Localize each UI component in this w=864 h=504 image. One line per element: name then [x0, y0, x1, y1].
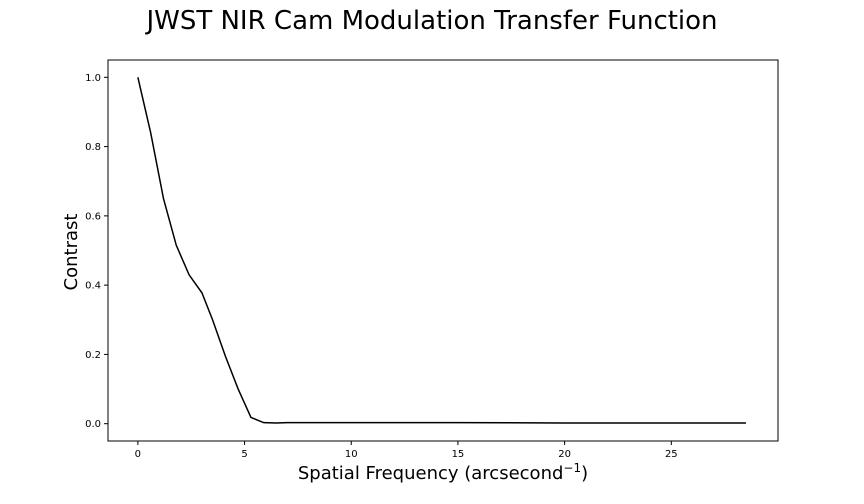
y-axis: 0.0 0.2 0.4 0.6 0.8 1.0: [85, 73, 108, 430]
series-line: [137, 77, 746, 424]
x-axis: 0 5 10 15 20 25: [135, 441, 678, 460]
x-axis-label-text: Spatial Frequency (arcsecond: [298, 463, 564, 484]
y-tick-label: 0.8: [85, 142, 101, 153]
x-tick-label: 25: [665, 449, 678, 460]
chart-title: JWST NIR Cam Modulation Transfer Functio…: [144, 6, 717, 36]
x-tick-label: 0: [135, 449, 141, 460]
y-tick-label: 0.2: [85, 350, 101, 361]
plot-area: 0 5 10 15 20 25 0.0 0.2 0.4 0.6 0.8 1.0: [85, 59, 779, 460]
y-tick-label: 1.0: [85, 73, 101, 84]
y-axis-label: Contrast: [61, 214, 82, 291]
x-tick-label: 5: [241, 449, 247, 460]
x-tick-label: 10: [345, 449, 358, 460]
x-axis-label-superscript: −1: [563, 461, 581, 475]
y-tick-label: 0.4: [85, 281, 101, 292]
x-tick-label: 20: [558, 449, 571, 460]
y-tick-label: 0.0: [85, 419, 101, 430]
y-tick-label: 0.6: [85, 211, 101, 222]
x-axis-label: Spatial Frequency (arcsecond−1): [298, 461, 588, 484]
x-tick-label: 15: [452, 449, 465, 460]
x-axis-label-close: ): [581, 463, 588, 484]
plot-frame: [107, 59, 779, 442]
